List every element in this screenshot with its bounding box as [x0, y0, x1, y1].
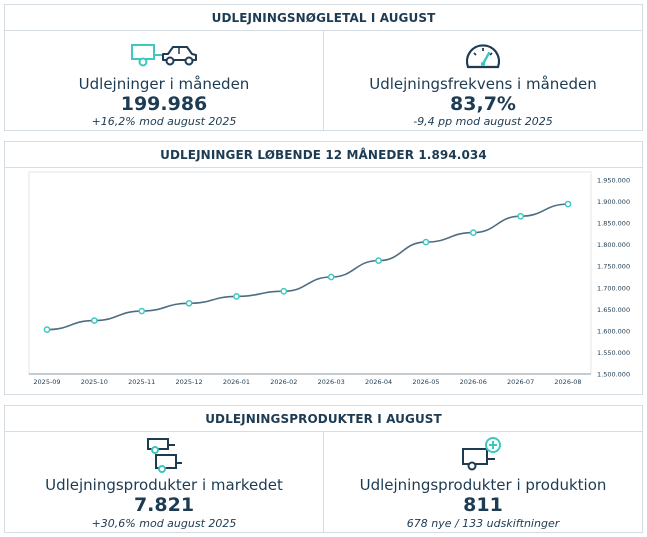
data-point [422, 238, 430, 246]
kpi-panel-title: UDLEJNINGSNØGLETAL I AUGUST [5, 5, 642, 31]
y-tick-label: 1.600.000 [597, 327, 630, 335]
rentals-change: +16,2% mod august 2025 [91, 115, 237, 128]
rolling-rentals-chart: 1.500.000 1.550.000 1.600.000 1.650.000 1.70… [28, 171, 630, 386]
y-tick-label: 1.650.000 [597, 306, 630, 314]
rentals-label: Udlejninger i måneden [78, 75, 250, 93]
frequency-label: Udlejningsfrekvens i måneden [369, 75, 597, 93]
products-panel-title: UDLEJNINGSPRODUKTER I AUGUST [5, 406, 642, 432]
y-tick-label: 1.950.000 [597, 177, 630, 185]
frequency-card: Udlejningsfrekvens i måneden 83,7% -9,4 … [324, 31, 642, 130]
data-point [469, 229, 477, 236]
market-products-change: +30,6% mod august 2025 [91, 517, 237, 530]
y-tick-label: 1.850.000 [597, 220, 630, 228]
plot-frame [28, 171, 592, 375]
y-tick-label: 1.900.000 [597, 198, 630, 206]
x-tick-label: 2025-09 [33, 378, 60, 386]
market-products-card: Udlejningsprodukter i markedet 7.821 +30… [5, 432, 324, 532]
rentals-value: 199.986 [120, 93, 208, 115]
x-tick-label: 2026-03 [318, 378, 345, 386]
data-point [327, 273, 335, 281]
x-tick-label: 2026-05 [412, 378, 439, 386]
production-products-label: Udlejningsprodukter i produktion [359, 476, 607, 494]
production-products-detail: 678 nye / 133 udskiftninger [406, 517, 560, 530]
x-tick-label: 2025-12 [176, 378, 203, 386]
market-products-label: Udlejningsprodukter i markedet [45, 476, 283, 494]
y-tick-label: 1.500.000 [597, 371, 630, 379]
data-point [138, 307, 146, 315]
frequency-value: 83,7% [450, 93, 516, 115]
data-point [517, 212, 524, 220]
x-tick-label: 2026-08 [554, 378, 581, 386]
chart-panel-title: UDLEJNINGER LØBENDE 12 MÅNEDER 1.894.034 [5, 142, 642, 168]
x-tick-label: 2025-10 [81, 378, 108, 386]
kpi-panel: UDLEJNINGSNØGLETAL I AUGUST Udlejninger … [4, 4, 643, 131]
production-products-value: 811 [463, 494, 503, 516]
y-tick-label: 1.700.000 [597, 284, 630, 292]
x-tick-label: 2026-01 [223, 378, 250, 386]
x-tick-label: 2026-06 [460, 378, 487, 386]
data-point [564, 200, 572, 208]
products-panel: UDLEJNINGSPRODUKTER I AUGUST Udlejningsp… [4, 405, 643, 533]
trailer-plus-icon [460, 436, 506, 474]
y-tick-label: 1.800.000 [597, 241, 630, 249]
data-point [91, 317, 98, 324]
y-tick-label: 1.550.000 [597, 349, 630, 357]
frequency-change: -9,4 pp mod august 2025 [413, 115, 553, 128]
production-products-card: Udlejningsprodukter i produktion 811 678… [324, 432, 642, 532]
stacked-trailers-icon [144, 436, 184, 474]
x-tick-label: 2026-04 [365, 378, 392, 386]
data-point [375, 257, 382, 264]
y-tick-label: 1.750.000 [597, 263, 630, 271]
x-tick-label: 2026-02 [270, 378, 297, 386]
chart-panel: UDLEJNINGER LØBENDE 12 MÅNEDER 1.894.034… [4, 141, 643, 395]
data-point [280, 287, 288, 295]
market-products-value: 7.821 [133, 494, 195, 516]
car-trailer-icon [129, 42, 199, 68]
data-point [233, 293, 240, 300]
data-point [185, 299, 193, 307]
series-line [46, 203, 569, 331]
data-point [43, 326, 51, 333]
x-tick-label: 2025-11 [128, 378, 155, 386]
speedometer-icon [463, 40, 503, 70]
rentals-card: Udlejninger i måneden 199.986 +16,2% mod… [5, 31, 324, 130]
x-tick-label: 2026-07 [507, 378, 534, 386]
